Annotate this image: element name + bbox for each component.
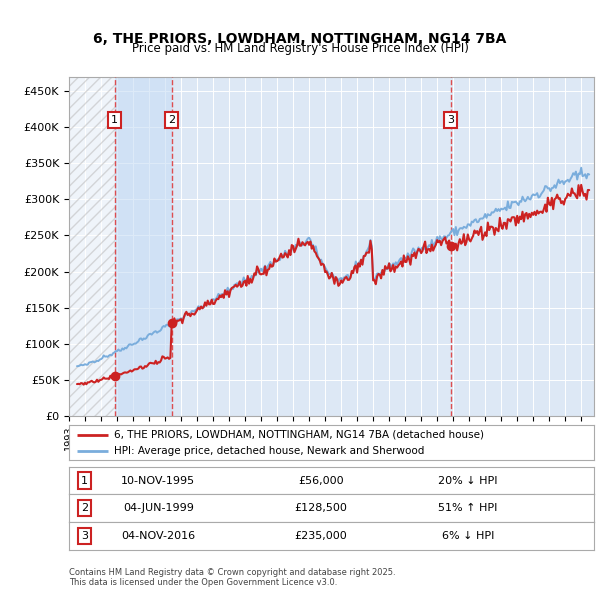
Text: £235,000: £235,000: [295, 531, 347, 541]
Text: 6% ↓ HPI: 6% ↓ HPI: [442, 531, 494, 541]
Text: 6, THE PRIORS, LOWDHAM, NOTTINGHAM, NG14 7BA (detached house): 6, THE PRIORS, LOWDHAM, NOTTINGHAM, NG14…: [113, 430, 484, 440]
Text: 3: 3: [81, 531, 88, 541]
Bar: [69, 77, 115, 416]
Text: HPI: Average price, detached house, Newark and Sherwood: HPI: Average price, detached house, Newa…: [113, 447, 424, 456]
Text: 20% ↓ HPI: 20% ↓ HPI: [438, 476, 498, 486]
Text: 51% ↑ HPI: 51% ↑ HPI: [439, 503, 497, 513]
Text: 6, THE PRIORS, LOWDHAM, NOTTINGHAM, NG14 7BA: 6, THE PRIORS, LOWDHAM, NOTTINGHAM, NG14…: [94, 32, 506, 46]
Text: 04-JUN-1999: 04-JUN-1999: [123, 503, 194, 513]
Text: 04-NOV-2016: 04-NOV-2016: [121, 531, 196, 541]
Text: 1: 1: [81, 476, 88, 486]
Text: 2: 2: [81, 503, 88, 513]
Text: Contains HM Land Registry data © Crown copyright and database right 2025.
This d: Contains HM Land Registry data © Crown c…: [69, 568, 395, 587]
Text: 1: 1: [111, 115, 118, 125]
Text: £56,000: £56,000: [298, 476, 344, 486]
Text: £128,500: £128,500: [295, 503, 347, 513]
Text: 10-NOV-1995: 10-NOV-1995: [121, 476, 196, 486]
Text: 3: 3: [447, 115, 454, 125]
Text: Price paid vs. HM Land Registry's House Price Index (HPI): Price paid vs. HM Land Registry's House …: [131, 42, 469, 55]
Bar: [115, 77, 172, 416]
Text: 2: 2: [168, 115, 175, 125]
